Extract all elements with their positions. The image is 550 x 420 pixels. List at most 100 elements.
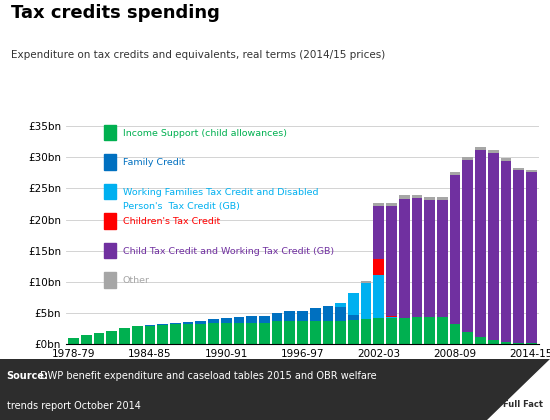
Bar [463,157,473,160]
Bar [373,259,384,275]
Bar [386,318,397,344]
Bar [259,323,270,344]
Bar [157,325,168,344]
Text: Family Credit: Family Credit [123,158,185,167]
Bar [104,272,116,288]
Bar [500,342,512,344]
Bar [526,170,537,172]
Bar [373,318,384,344]
Bar [104,184,116,199]
Bar [450,171,460,175]
Bar [411,317,422,344]
Text: Expenditure on tax credits and equivalents, real terms (2014/15 prices): Expenditure on tax credits and equivalen… [11,50,385,60]
Bar [221,318,232,323]
Bar [94,333,104,344]
Bar [170,323,181,324]
Bar [68,338,79,344]
Bar [361,319,371,320]
Bar [119,328,130,344]
Bar [221,323,232,344]
Bar [373,206,384,259]
Bar [104,243,116,258]
Bar [208,320,219,323]
Bar [170,324,181,344]
Polygon shape [487,359,550,420]
Bar [297,321,308,344]
Bar [208,323,219,344]
Bar [132,326,142,344]
Bar [386,317,397,318]
Bar [526,172,537,344]
Bar [246,316,257,323]
Bar [475,337,486,344]
Bar [361,281,371,283]
Text: Source:: Source: [7,371,48,381]
Bar [195,321,206,324]
Bar [297,311,308,321]
Bar [81,335,92,344]
Bar [361,283,371,319]
Bar [234,323,244,344]
Bar [475,147,486,150]
Bar [104,155,116,170]
Bar [500,161,512,342]
Bar [322,321,333,344]
Bar [348,293,359,315]
Bar [450,324,460,344]
Bar [437,317,448,344]
Bar [386,207,397,316]
Bar [399,199,410,318]
Bar [437,200,448,317]
Bar [437,197,448,199]
Bar [411,198,422,317]
Bar [104,125,116,140]
Bar [104,213,116,228]
Text: DWP benefit expenditure and caseload tables 2015 and OBR welfare: DWP benefit expenditure and caseload tab… [40,371,377,381]
Bar [361,320,371,344]
Bar [386,203,397,207]
Bar [145,325,155,326]
Bar [234,317,244,323]
Text: Person's  Tax Credit (GB): Person's Tax Credit (GB) [123,202,240,211]
Bar [463,332,473,344]
Bar [348,320,359,344]
Bar [500,158,512,161]
Bar [450,175,460,324]
Text: Working Families Tax Credit and Disabled: Working Families Tax Credit and Disabled [123,188,318,197]
Bar [106,331,117,344]
Text: Child Tax Credit and Working Tax Credit (GB): Child Tax Credit and Working Tax Credit … [123,247,334,256]
Bar [488,153,499,340]
Text: Tax credits spending: Tax credits spending [11,4,220,22]
Bar [513,168,524,170]
Bar [272,312,283,321]
Bar [259,316,270,323]
Bar [336,307,346,321]
Bar [373,203,384,206]
Bar [322,306,333,321]
Bar [246,323,257,344]
Bar [373,275,384,318]
Bar [488,340,499,344]
Bar [513,343,524,344]
Bar [284,311,295,321]
Bar [336,303,346,307]
Bar [284,321,295,344]
Bar [411,195,422,198]
Text: Income Support (child allowances): Income Support (child allowances) [123,129,287,138]
Text: Children's Tax Credit: Children's Tax Credit [123,217,220,226]
Bar [399,318,410,344]
Bar [424,200,435,317]
Bar [513,170,524,343]
Bar [424,317,435,344]
Bar [336,321,346,344]
Text: Full Fact: Full Fact [503,400,543,409]
Bar [424,197,435,199]
Bar [195,324,206,344]
Bar [310,308,321,321]
Bar [399,195,410,199]
Bar [183,322,194,324]
Bar [488,150,499,153]
Bar [386,316,397,317]
Bar [183,324,194,344]
Bar [272,321,283,344]
